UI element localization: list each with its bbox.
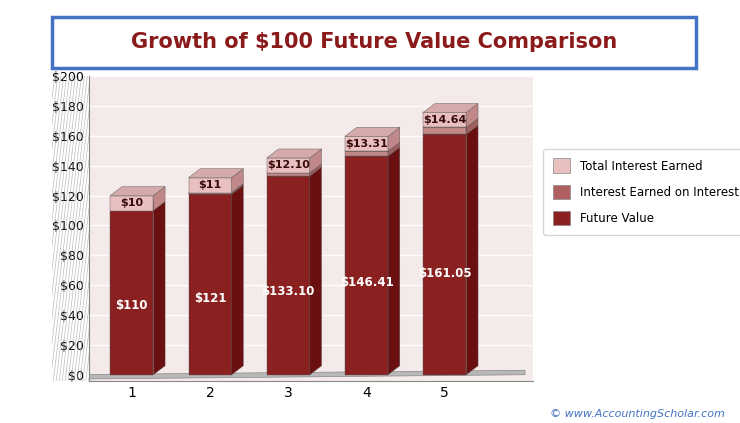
Polygon shape bbox=[267, 149, 322, 158]
Polygon shape bbox=[267, 176, 310, 375]
Polygon shape bbox=[189, 192, 232, 194]
Polygon shape bbox=[189, 194, 232, 375]
Polygon shape bbox=[189, 184, 243, 192]
Text: $13.31: $13.31 bbox=[345, 139, 388, 149]
Polygon shape bbox=[423, 134, 466, 375]
Polygon shape bbox=[267, 158, 310, 173]
Polygon shape bbox=[388, 142, 400, 156]
Polygon shape bbox=[466, 104, 478, 127]
Text: $12.10: $12.10 bbox=[267, 160, 310, 170]
Polygon shape bbox=[189, 178, 232, 192]
Polygon shape bbox=[189, 169, 243, 178]
Polygon shape bbox=[345, 151, 388, 156]
Polygon shape bbox=[153, 187, 165, 211]
Polygon shape bbox=[423, 113, 466, 127]
Polygon shape bbox=[466, 125, 478, 375]
Polygon shape bbox=[345, 142, 400, 151]
Text: $121: $121 bbox=[194, 292, 226, 305]
Polygon shape bbox=[153, 201, 165, 375]
Polygon shape bbox=[310, 149, 322, 173]
Polygon shape bbox=[267, 173, 310, 176]
Polygon shape bbox=[267, 167, 322, 176]
Text: $110: $110 bbox=[115, 299, 148, 312]
Polygon shape bbox=[232, 184, 243, 194]
Polygon shape bbox=[189, 185, 243, 194]
Polygon shape bbox=[423, 104, 478, 113]
Polygon shape bbox=[345, 136, 388, 151]
Polygon shape bbox=[345, 156, 388, 375]
Text: $10: $10 bbox=[121, 198, 144, 208]
Polygon shape bbox=[423, 118, 478, 127]
Text: $11: $11 bbox=[198, 180, 222, 190]
Polygon shape bbox=[388, 127, 400, 151]
Legend: Total Interest Earned, Interest Earned on Interest, Future Value: Total Interest Earned, Interest Earned o… bbox=[543, 149, 740, 235]
Polygon shape bbox=[423, 127, 466, 134]
Polygon shape bbox=[232, 169, 243, 192]
Polygon shape bbox=[310, 167, 322, 375]
Polygon shape bbox=[466, 118, 478, 134]
Polygon shape bbox=[110, 201, 165, 211]
Text: $14.64: $14.64 bbox=[423, 115, 466, 125]
Text: © www.AccountingScholar.com: © www.AccountingScholar.com bbox=[551, 409, 725, 419]
Polygon shape bbox=[232, 185, 243, 375]
Polygon shape bbox=[110, 187, 165, 195]
FancyBboxPatch shape bbox=[52, 17, 696, 68]
Polygon shape bbox=[423, 125, 478, 134]
Polygon shape bbox=[110, 211, 153, 375]
Text: $146.41: $146.41 bbox=[340, 276, 394, 289]
Polygon shape bbox=[388, 147, 400, 375]
Polygon shape bbox=[310, 164, 322, 176]
Polygon shape bbox=[267, 164, 322, 173]
Text: $161.05: $161.05 bbox=[418, 267, 471, 280]
Polygon shape bbox=[345, 127, 400, 136]
Polygon shape bbox=[110, 195, 153, 211]
Polygon shape bbox=[345, 147, 400, 156]
Text: Growth of $100 Future Value Comparison: Growth of $100 Future Value Comparison bbox=[130, 32, 617, 52]
Polygon shape bbox=[64, 370, 525, 379]
Text: $133.10: $133.10 bbox=[262, 285, 315, 298]
